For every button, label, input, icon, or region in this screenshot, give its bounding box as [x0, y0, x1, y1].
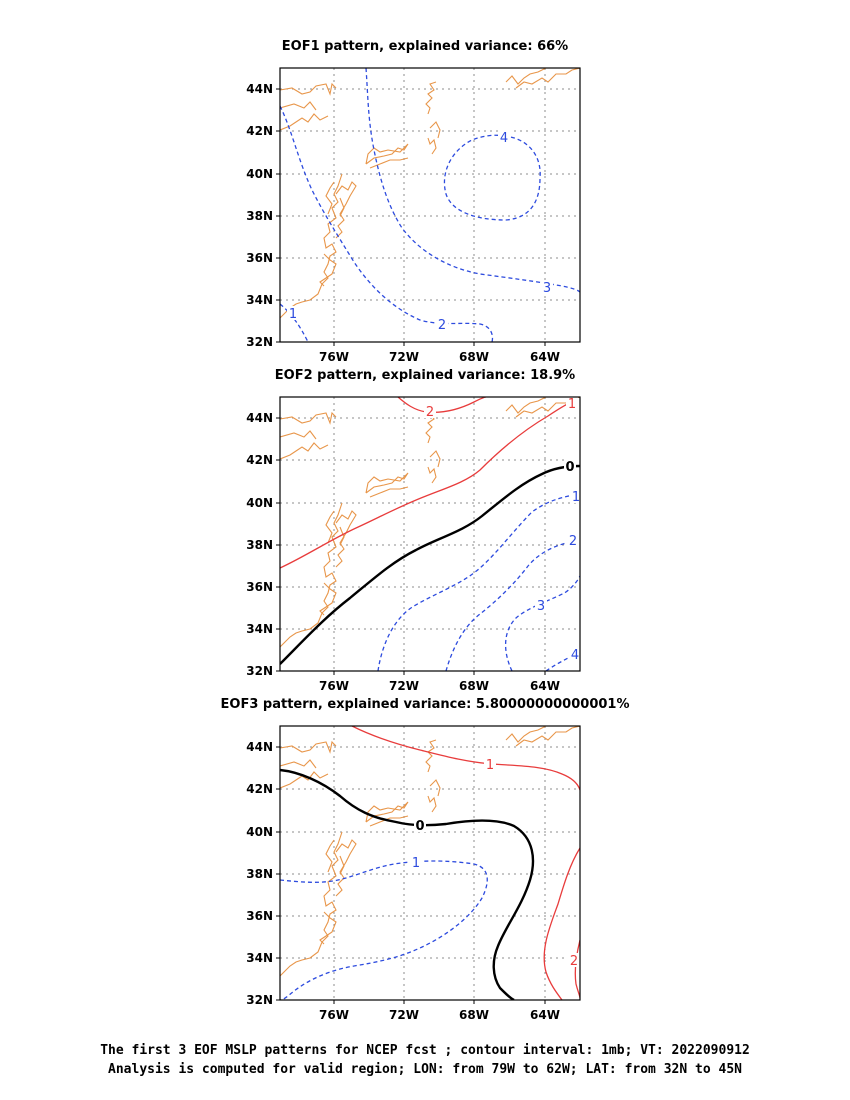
x-tick-label: 68W — [459, 679, 489, 693]
contour-labels: 2 1 0 1 2 3 4 — [424, 397, 580, 663]
contour-label: 2 — [569, 534, 577, 549]
y-tick-label: 36N — [246, 580, 273, 594]
contour-label: 0 — [565, 460, 574, 475]
y-tick-label: 38N — [246, 209, 273, 223]
contour-label: 1 — [412, 856, 420, 871]
y-tick-label: 44N — [246, 82, 273, 96]
y-tick-label: 42N — [246, 782, 273, 796]
y-tick-label: 42N — [246, 453, 273, 467]
contour-labels: 1 2 3 4 — [287, 130, 553, 333]
contours-negative — [280, 860, 488, 1000]
x-tick-label: 72W — [389, 350, 419, 364]
contour-label: 4 — [500, 131, 508, 146]
x-tick-labels: 76W 72W 68W 64W — [319, 350, 560, 364]
contours-positive — [280, 397, 577, 569]
x-tick-label: 72W — [389, 679, 419, 693]
panel-eof3: EOF3 pattern, explained variance: 5.8000… — [221, 697, 630, 1022]
y-tick-label: 40N — [246, 496, 273, 510]
coastline — [280, 726, 580, 977]
x-tick-label: 68W — [459, 350, 489, 364]
tick-marks — [276, 746, 546, 1004]
y-tick-label: 34N — [246, 622, 273, 636]
contours-positive — [351, 726, 580, 1000]
plot-frame — [279, 725, 581, 1001]
contour-label: 2 — [438, 318, 446, 333]
x-tick-label: 72W — [389, 1008, 419, 1022]
panel-eof1: EOF1 pattern, explained variance: 66% — [246, 39, 581, 364]
x-tick-labels: 76W 72W 68W 64W — [319, 1008, 560, 1022]
contour-zero — [280, 464, 580, 665]
x-tick-labels: 76W 72W 68W 64W — [319, 679, 560, 693]
contour-label: 1 — [289, 307, 297, 322]
y-tick-label: 38N — [246, 538, 273, 552]
y-tick-label: 44N — [246, 411, 273, 425]
panel-title: EOF1 pattern, explained variance: 66% — [282, 39, 568, 54]
contours-negative — [280, 68, 580, 342]
y-tick-label: 32N — [246, 664, 273, 678]
y-tick-label: 34N — [246, 951, 273, 965]
panel-title: EOF3 pattern, explained variance: 5.8000… — [221, 697, 630, 712]
contour-label: 2 — [426, 405, 434, 420]
panel-title: EOF2 pattern, explained variance: 18.9% — [275, 368, 575, 383]
panel-eof2: EOF2 pattern, explained variance: 18.9% — [246, 368, 581, 693]
plot-frame — [279, 67, 581, 343]
y-tick-labels: 32N 34N 36N 38N 40N 42N 44N — [246, 740, 273, 1007]
coastline — [280, 68, 580, 319]
y-tick-label: 34N — [246, 293, 273, 307]
plot-frame — [279, 396, 581, 672]
contour-label: 0 — [415, 819, 424, 834]
contour-label: 1 — [486, 758, 494, 773]
y-tick-label: 36N — [246, 251, 273, 265]
x-tick-label: 64W — [530, 679, 560, 693]
contour-labels: 1 0 1 2 — [410, 757, 579, 969]
tick-marks — [276, 417, 546, 675]
x-tick-label: 76W — [319, 350, 349, 364]
contour-label: 1 — [568, 397, 576, 412]
contour-zero — [280, 768, 535, 1000]
y-tick-label: 40N — [246, 825, 273, 839]
tick-marks — [276, 88, 546, 346]
contours-negative — [377, 493, 580, 671]
y-tick-label: 36N — [246, 909, 273, 923]
x-tick-label: 64W — [530, 1008, 560, 1022]
contour-label: 2 — [570, 954, 578, 969]
x-tick-label: 64W — [530, 350, 560, 364]
x-tick-label: 68W — [459, 1008, 489, 1022]
contour-label: 1 — [572, 490, 580, 505]
x-tick-label: 76W — [319, 1008, 349, 1022]
contour-label: 3 — [537, 599, 545, 614]
x-tick-label: 76W — [319, 679, 349, 693]
y-tick-label: 32N — [246, 993, 273, 1007]
y-tick-label: 38N — [246, 867, 273, 881]
caption-line-2: Analysis is computed for valid region; L… — [108, 1062, 742, 1077]
y-tick-labels: 32N 34N 36N 38N 40N 42N 44N — [246, 411, 273, 678]
y-tick-label: 40N — [246, 167, 273, 181]
y-tick-label: 42N — [246, 124, 273, 138]
caption-line-1: The first 3 EOF MSLP patterns for NCEP f… — [100, 1043, 750, 1058]
contour-label: 3 — [543, 281, 551, 296]
y-tick-labels: 32N 34N 36N 38N 40N 42N 44N — [246, 82, 273, 349]
y-tick-label: 32N — [246, 335, 273, 349]
contour-label: 4 — [571, 648, 579, 663]
y-tick-label: 44N — [246, 740, 273, 754]
